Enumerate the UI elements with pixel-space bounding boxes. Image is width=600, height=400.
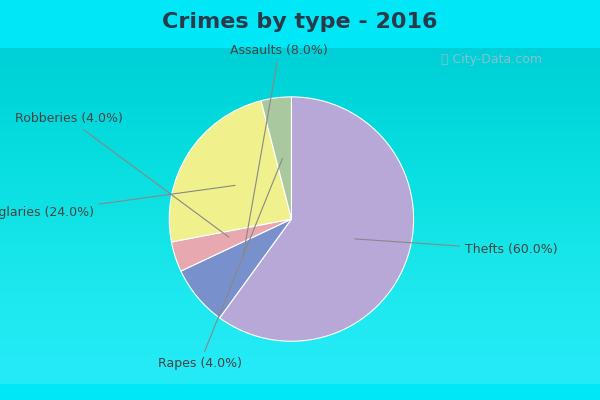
Text: Rapes (4.0%): Rapes (4.0%) [158,158,283,370]
Wedge shape [261,97,292,219]
Text: Robberies (4.0%): Robberies (4.0%) [15,112,229,237]
Wedge shape [220,97,413,341]
Text: ⓘ City-Data.com: ⓘ City-Data.com [442,54,542,66]
Text: Burglaries (24.0%): Burglaries (24.0%) [0,185,235,220]
Text: Crimes by type - 2016: Crimes by type - 2016 [162,12,438,32]
Wedge shape [172,219,292,271]
Wedge shape [181,219,292,318]
Wedge shape [169,101,292,242]
Text: Assaults (8.0%): Assaults (8.0%) [230,44,328,257]
Text: Thefts (60.0%): Thefts (60.0%) [355,239,557,256]
